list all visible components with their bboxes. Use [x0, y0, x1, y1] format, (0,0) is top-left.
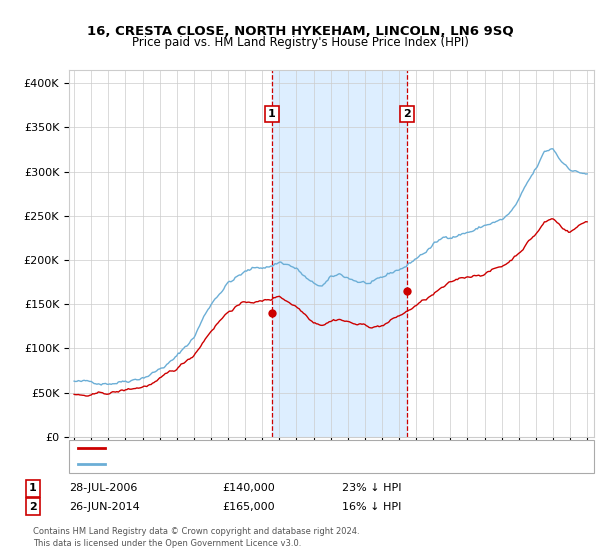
Text: 26-JUN-2014: 26-JUN-2014 [69, 502, 140, 512]
Text: HPI: Average price, detached house, North Kesteven: HPI: Average price, detached house, Nort… [111, 459, 372, 469]
Text: 16% ↓ HPI: 16% ↓ HPI [342, 502, 401, 512]
Text: 2: 2 [29, 502, 37, 512]
Text: 16, CRESTA CLOSE, NORTH HYKEHAM, LINCOLN, LN6 9SQ (detached house): 16, CRESTA CLOSE, NORTH HYKEHAM, LINCOLN… [111, 443, 487, 453]
Text: Contains HM Land Registry data © Crown copyright and database right 2024.: Contains HM Land Registry data © Crown c… [33, 528, 359, 536]
Text: 23% ↓ HPI: 23% ↓ HPI [342, 483, 401, 493]
Text: Price paid vs. HM Land Registry's House Price Index (HPI): Price paid vs. HM Land Registry's House … [131, 36, 469, 49]
Text: 16, CRESTA CLOSE, NORTH HYKEHAM, LINCOLN, LN6 9SQ: 16, CRESTA CLOSE, NORTH HYKEHAM, LINCOLN… [86, 25, 514, 38]
Text: 1: 1 [29, 483, 37, 493]
Text: £165,000: £165,000 [222, 502, 275, 512]
Text: 28-JUL-2006: 28-JUL-2006 [69, 483, 137, 493]
Text: £140,000: £140,000 [222, 483, 275, 493]
Bar [272, 70, 407, 437]
Text: 1: 1 [268, 109, 276, 119]
Text: This data is licensed under the Open Government Licence v3.0.: This data is licensed under the Open Gov… [33, 539, 301, 548]
Text: 2: 2 [404, 109, 412, 119]
